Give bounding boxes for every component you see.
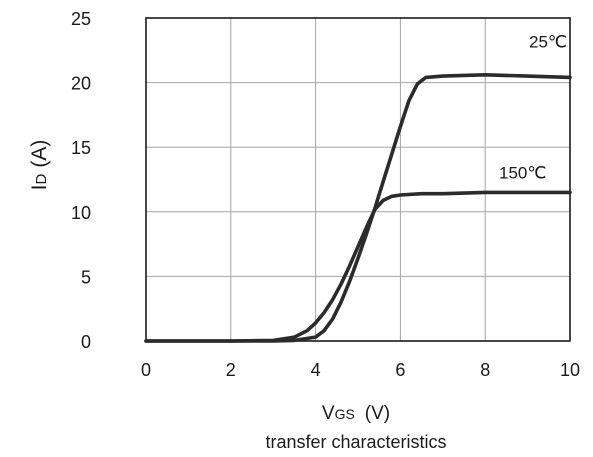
series-curves: [144, 73, 572, 343]
x-tick-label: 10: [560, 360, 580, 380]
grid-lines: [146, 18, 570, 341]
series-line-25c: [144, 73, 572, 343]
series-label-150c: 150℃: [499, 163, 546, 182]
y-tick-label: 15: [71, 138, 91, 158]
x-axis-label-main: V: [322, 403, 335, 424]
x-axis-label-sub: GS: [335, 406, 355, 422]
y-axis-label: ID (A): [28, 140, 51, 191]
series-line-150c: [144, 190, 572, 343]
series-labels: 25℃ 150℃: [499, 32, 567, 182]
y-tick-label: 10: [71, 203, 91, 223]
x-axis-label-unit: (V): [365, 403, 390, 424]
x-tick-label: 2: [226, 360, 236, 380]
y-tick-label: 5: [81, 267, 91, 287]
plot-area-frame: [145, 17, 571, 342]
x-tick-label: 4: [311, 360, 321, 380]
y-axis-label-sub: D: [33, 174, 50, 185]
y-axis-label-main: I: [28, 185, 51, 191]
y-tick-label: 25: [71, 9, 91, 29]
x-tick-label: 6: [395, 360, 405, 380]
x-tick-label: 0: [141, 360, 151, 380]
tick-labels: 0 2 4 6 8 10 0 5 10 15 20 25: [71, 9, 580, 380]
x-axis-label: VGS (V): [322, 403, 390, 424]
chart-caption: transfer characteristics: [265, 432, 446, 452]
y-axis-label-unit: (A): [28, 140, 51, 168]
y-tick-label: 0: [81, 332, 91, 352]
x-tick-label: 8: [480, 360, 490, 380]
y-tick-label: 20: [71, 74, 91, 94]
series-label-25c: 25℃: [529, 32, 567, 51]
